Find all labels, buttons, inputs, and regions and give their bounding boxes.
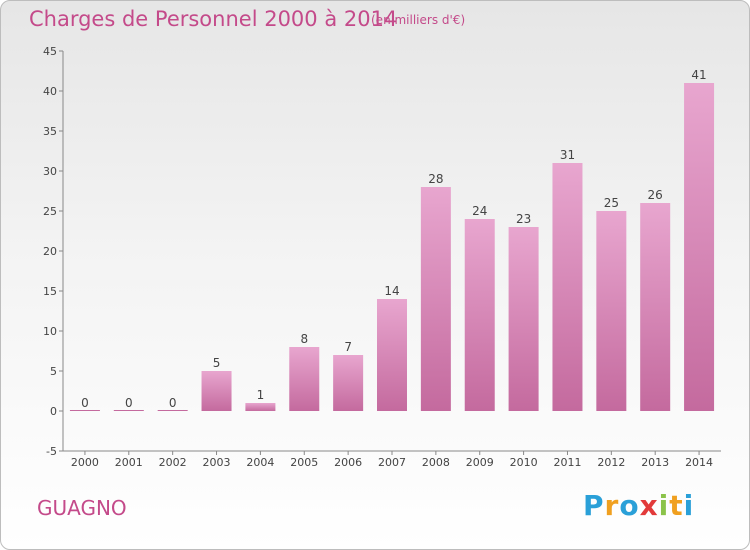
data-label: 0 [125, 396, 133, 410]
data-label: 23 [516, 212, 531, 226]
logo-letter: i [658, 489, 670, 522]
bar [508, 227, 539, 411]
x-tick-label: 2006 [334, 456, 362, 469]
x-tick-label: 2001 [115, 456, 143, 469]
bar [420, 187, 451, 411]
y-tick-label: -5 [46, 445, 57, 458]
data-label: 25 [604, 196, 619, 210]
logo-letter: x [639, 489, 659, 522]
x-tick-label: 2000 [71, 456, 99, 469]
data-label: 0 [169, 396, 177, 410]
bar [464, 219, 495, 411]
bar [684, 83, 715, 411]
x-tick-label: 2010 [510, 456, 538, 469]
y-tick-label: 30 [43, 165, 57, 178]
data-label: 0 [81, 396, 89, 410]
y-tick-label: 20 [43, 245, 57, 258]
bar [333, 355, 364, 411]
data-label: 41 [691, 68, 706, 82]
y-tick-label: 15 [43, 285, 57, 298]
data-label: 24 [472, 204, 487, 218]
y-tick-label: 40 [43, 85, 57, 98]
bar [113, 410, 144, 411]
y-tick-label: 10 [43, 325, 57, 338]
logo-letter: r [604, 489, 620, 522]
data-label: 31 [560, 148, 575, 162]
chart-subtitle: (en milliers d'€) [371, 13, 466, 27]
x-tick-label: 2002 [159, 456, 187, 469]
x-tick-label: 2014 [685, 456, 713, 469]
x-tick-label: 2012 [597, 456, 625, 469]
x-tick-label: 2008 [422, 456, 450, 469]
bar [69, 410, 100, 411]
bar [552, 163, 583, 411]
logo-letter: P [583, 489, 605, 522]
y-tick-label: 0 [50, 405, 57, 418]
data-label: 5 [213, 356, 221, 370]
logo-letter: t [669, 489, 684, 522]
y-tick-label: 35 [43, 125, 57, 138]
logo-letter: i [683, 489, 695, 522]
data-label: 1 [257, 388, 265, 402]
data-label: 26 [648, 188, 663, 202]
x-tick-label: 2007 [378, 456, 406, 469]
place-name: GUAGNO [37, 496, 127, 520]
bar [377, 299, 407, 411]
x-tick-label: 2005 [290, 456, 318, 469]
data-label: 8 [300, 332, 308, 346]
logo-letter: o [619, 489, 640, 522]
data-label: 14 [384, 284, 399, 298]
chart-title: Charges de Personnel 2000 à 2014 [29, 7, 398, 31]
bar [289, 347, 320, 411]
x-tick-label: 2011 [553, 456, 581, 469]
x-tick-label: 2013 [641, 456, 669, 469]
x-tick-label: 2009 [466, 456, 494, 469]
bar [245, 403, 276, 411]
bar [596, 211, 627, 411]
bar [201, 371, 232, 411]
y-tick-label: 25 [43, 205, 57, 218]
proxiti-logo: Proxiti [583, 489, 694, 522]
bar [157, 410, 188, 411]
x-tick-label: 2004 [246, 456, 274, 469]
y-tick-label: 5 [50, 365, 57, 378]
data-label: 28 [428, 172, 443, 186]
x-tick-label: 2003 [203, 456, 231, 469]
data-label: 7 [344, 340, 352, 354]
y-tick-label: 45 [43, 45, 57, 58]
bar [640, 203, 671, 411]
